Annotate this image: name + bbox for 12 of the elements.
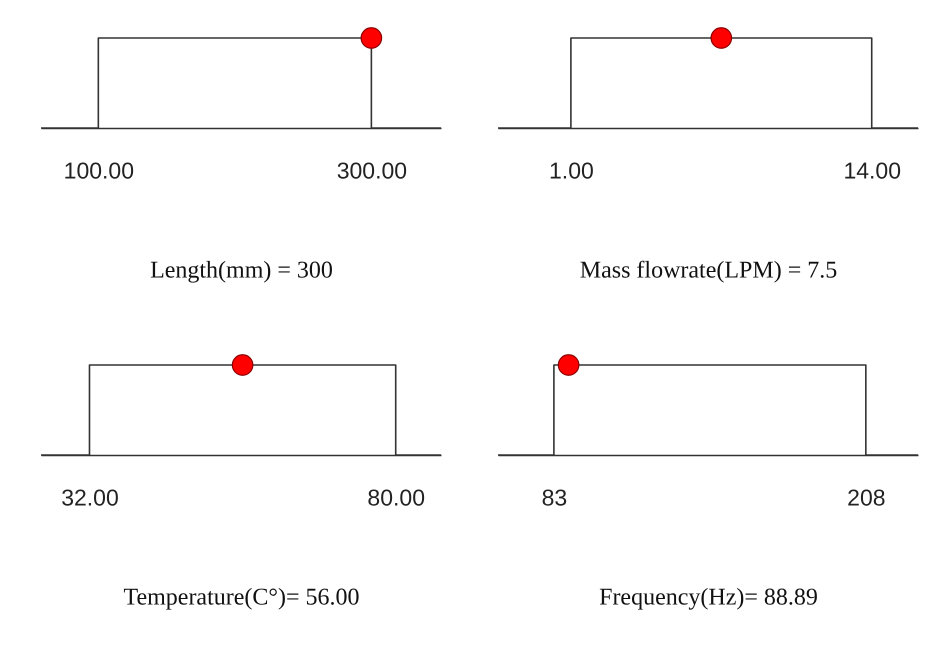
x-axis-title: Mass flowrate(LPM) = 7.5 (580, 258, 838, 284)
x-tick-label: 1.00 (549, 158, 594, 184)
x-tick-label: 208 (847, 484, 886, 510)
x-axis-title: Frequency(Hz)= 88.89 (599, 584, 818, 610)
x-tick-label: 80.00 (367, 484, 425, 510)
x-axis-title: Length(mm) = 300 (150, 258, 333, 284)
x-tick-label: 300.00 (336, 158, 408, 184)
x-axis-title: Temperature(C°)= 56.00 (123, 584, 360, 610)
x-tick-label: 83 (542, 484, 568, 510)
x-tick-label: 14.00 (843, 158, 901, 184)
x-tick-label: 32.00 (61, 484, 119, 510)
x-tick-label: 100.00 (64, 158, 134, 184)
